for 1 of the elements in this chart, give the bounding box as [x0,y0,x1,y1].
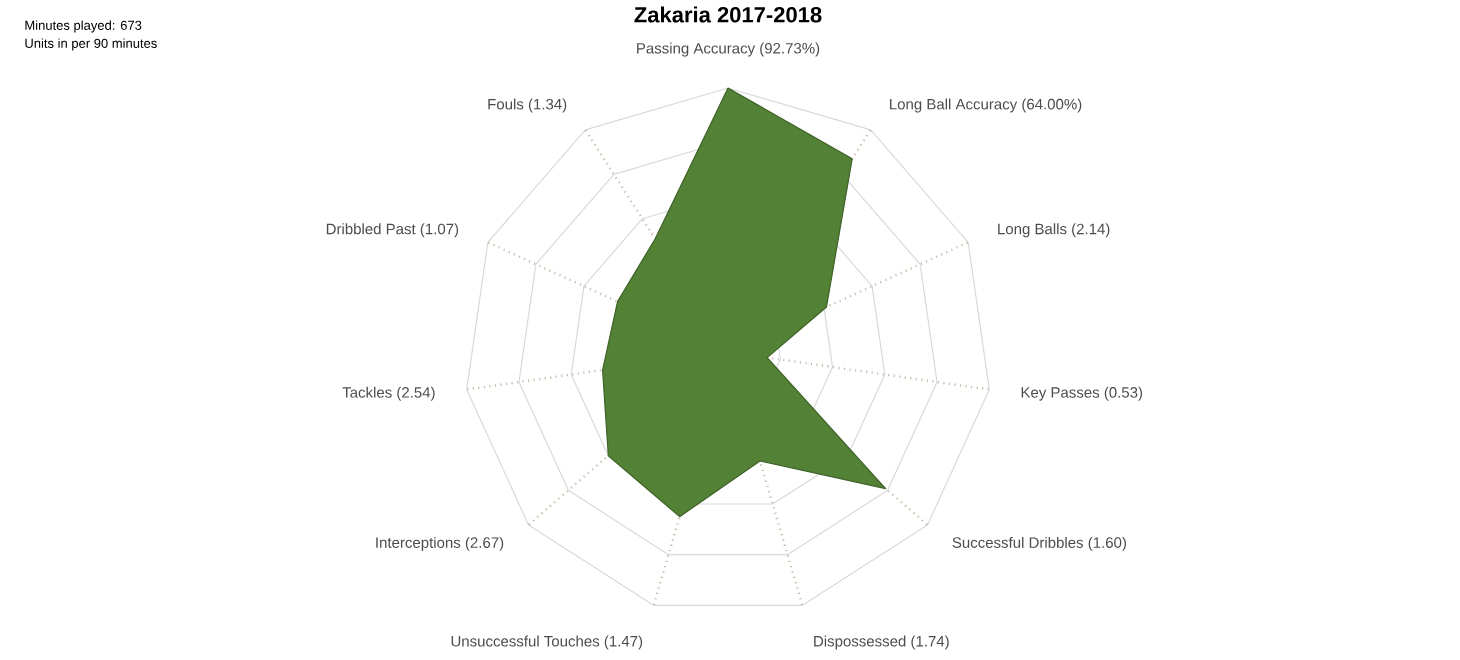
chart-title: Zakaria 2017-2018 [634,6,822,23]
